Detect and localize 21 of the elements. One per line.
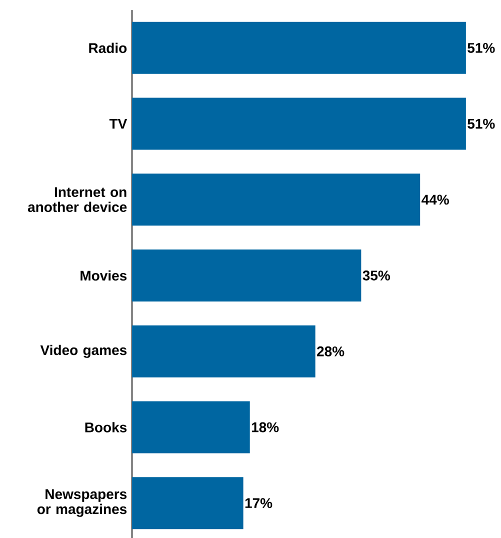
y-tick-label: Radio <box>89 42 127 54</box>
y-tick-label: Books <box>85 422 127 432</box>
data-label: 17% <box>245 498 272 508</box>
bar <box>132 22 466 74</box>
bar <box>132 401 250 454</box>
data-label: 35% <box>362 270 390 280</box>
bar <box>132 98 466 150</box>
y-tick-label: Video games <box>40 344 127 358</box>
data-label: 28% <box>317 346 344 356</box>
data-label: 51% <box>468 42 495 53</box>
bar <box>132 325 316 378</box>
y-tick-label: Internet on another device <box>28 187 127 212</box>
data-label: 44% <box>422 194 449 205</box>
data-label: 51% <box>468 118 495 129</box>
y-tick-label: TV <box>109 118 128 129</box>
data-label: 18% <box>252 422 279 432</box>
bar <box>132 477 244 530</box>
y-tick-label: Movies <box>80 270 127 281</box>
bar <box>132 250 362 302</box>
y-tick-label: Newspapers or magazines <box>37 489 127 517</box>
bar <box>132 174 420 226</box>
